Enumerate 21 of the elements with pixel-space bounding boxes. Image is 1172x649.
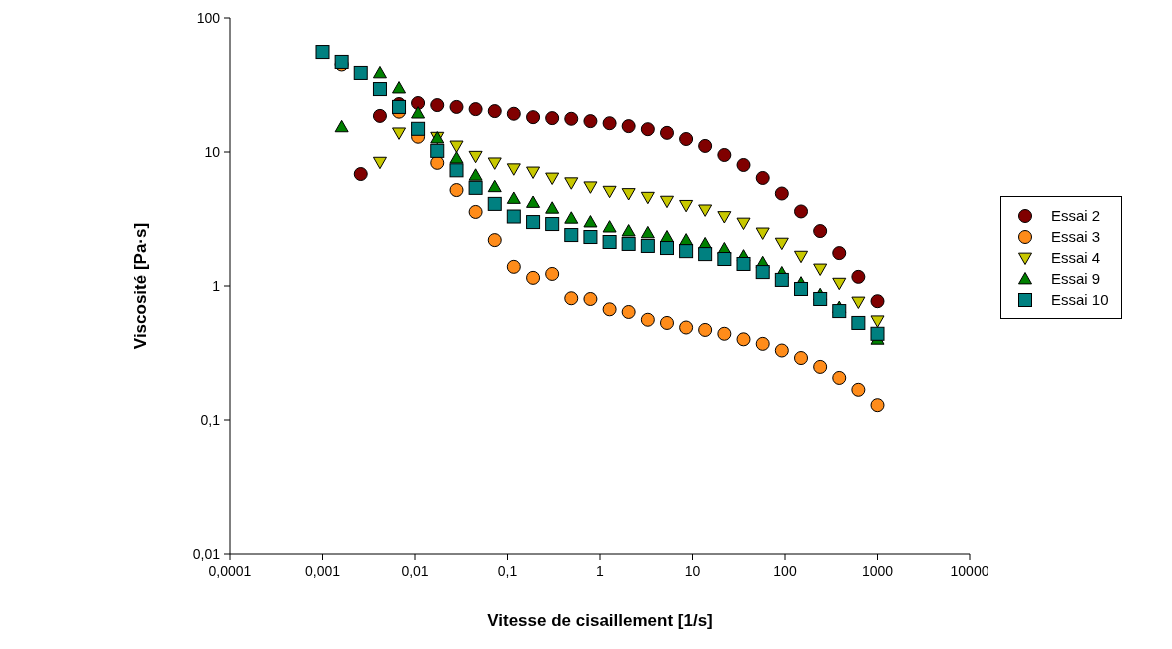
legend-label: Essai 9 [1051,270,1101,287]
x-axis-title: Vitesse de cisaillement [1/s] [487,611,713,630]
x-tick-label: 0,0001 [208,562,252,579]
x-tick-label: 10000 [950,562,990,579]
y-tick-label: 0,01 [192,545,221,562]
x-tick-label: 1 [596,562,605,579]
y-tick-label: 0,1 [200,411,221,428]
legend-label: Essai 10 [1051,291,1109,308]
x-tick-label: 100 [773,562,797,579]
x-tick-label: 0,01 [401,562,429,579]
y-tick-label: 10 [204,143,221,160]
x-tick-label: 0,001 [304,562,341,579]
y-tick-label: 1 [212,277,221,294]
x-tick-label: 1000 [861,562,894,579]
x-tick-label: 0,1 [497,562,518,579]
y-tick-label: 100 [196,9,221,26]
x-tick-label: 10 [684,562,701,579]
legend-label: Essai 3 [1051,228,1101,245]
y-axis-title: Viscosité [Pa·s] [131,222,151,350]
legend-label: Essai 4 [1051,249,1101,266]
legend-label: Essai 2 [1051,207,1101,224]
